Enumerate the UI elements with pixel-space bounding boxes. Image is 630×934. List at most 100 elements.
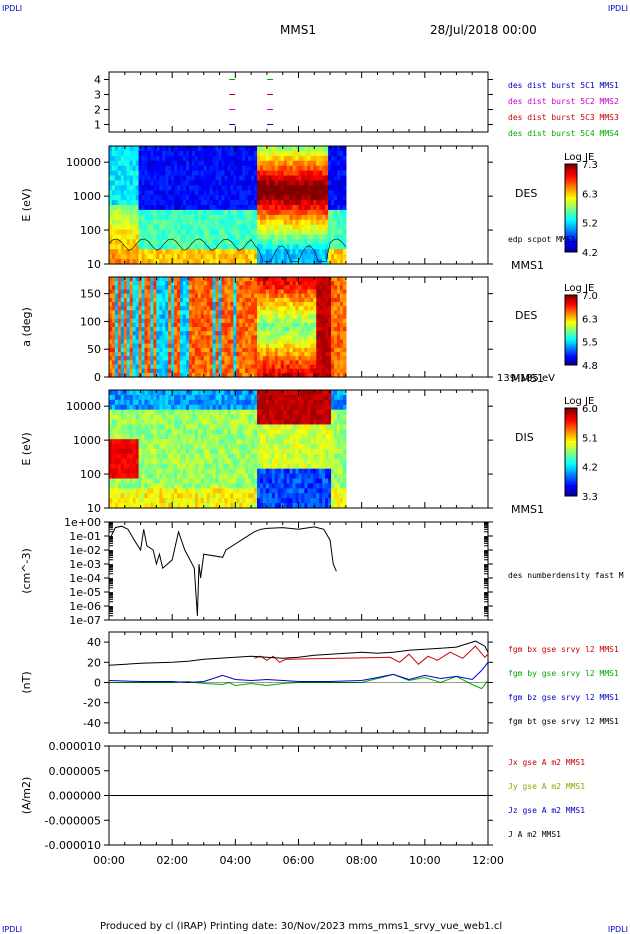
des-pitch-angle-cell [150, 306, 155, 311]
des-pitch-angle-cell [331, 306, 335, 311]
des-energy-spectrogram-cell [260, 244, 264, 250]
des-pitch-angle-cell [221, 352, 226, 357]
des-energy-spectrogram-cell [280, 165, 285, 172]
des-energy-spectrogram-cell [325, 234, 329, 241]
des-pitch-angle-cell [185, 352, 190, 357]
des-pitch-angle-cell [191, 289, 196, 295]
des-energy-spectrogram-cell [262, 244, 267, 250]
des-pitch-angle-cell [191, 297, 196, 303]
des-energy-spectrogram-cell [209, 209, 214, 216]
des-pitch-angle-cell [271, 368, 276, 374]
des-energy-spectrogram-cell [310, 219, 314, 226]
dis-energy-spectrogram-cell [150, 503, 155, 509]
des-pitch-angle-cell [304, 297, 308, 303]
des-energy-spectrogram-cell [310, 205, 314, 211]
dis-energy-spectrogram-cell [188, 473, 193, 480]
des-energy-spectrogram-cell [174, 239, 178, 245]
des-energy-spectrogram-cell [183, 146, 187, 152]
des-pitch-angle-cell [194, 277, 199, 282]
des-energy-spectrogram-cell [180, 205, 184, 211]
des-pitch-angle-cell [224, 364, 229, 370]
dis-energy-spectrogram-cell [180, 458, 184, 465]
des-energy-spectrogram-cell [257, 150, 261, 157]
des-energy-spectrogram-cell [251, 254, 255, 260]
des-pitch-angle-cell [156, 310, 160, 316]
dis-energy-spectrogram-cell [209, 390, 214, 396]
des-pitch-angle-cell [132, 302, 137, 307]
des-energy-spectrogram-cell [162, 249, 166, 255]
des-energy-spectrogram-cell [221, 244, 226, 250]
des-energy-spectrogram-cell [257, 224, 261, 231]
des-pitch-angle-cell [339, 327, 344, 332]
des-pitch-angle-cell [117, 302, 122, 307]
des-energy-spectrogram-cell [316, 165, 320, 172]
des-energy-spectrogram-cell [233, 209, 237, 216]
des-energy-spectrogram-cell [328, 239, 332, 245]
des-pitch-angle-cell [236, 306, 240, 311]
dis-energy-spectrogram-cell [135, 414, 140, 421]
des-energy-spectrogram-cell [218, 170, 223, 177]
des-pitch-angle-cell [239, 318, 243, 324]
dis-energy-spectrogram-cell [177, 453, 181, 460]
des-energy-spectrogram-cell [212, 150, 217, 157]
des-energy-spectrogram-cell [233, 200, 237, 206]
des-pitch-angle-cell [206, 314, 211, 320]
des-energy-spectrogram-cell [197, 209, 202, 216]
des-pitch-angle-cell [304, 322, 308, 328]
des-energy-spectrogram-cell [123, 195, 128, 201]
des-pitch-angle-cell [126, 285, 131, 291]
dis-energy-spectrogram-cell [168, 458, 172, 465]
des-energy-spectrogram-cell [221, 205, 226, 211]
des-energy-spectrogram-cell [257, 234, 261, 241]
des-pitch-angle-cell [117, 343, 122, 349]
des-energy-spectrogram-cell [295, 205, 300, 211]
des-pitch-angle-cell [260, 352, 264, 357]
des-pitch-angle-cell [301, 289, 306, 295]
des-pitch-angle-cell [129, 343, 134, 349]
des-pitch-angle-cell [254, 360, 258, 366]
des-energy-spectrogram-cell [111, 239, 116, 245]
des-energy-spectrogram-cell [245, 146, 249, 152]
des-pitch-angle-cell [194, 339, 199, 345]
des-energy-spectrogram-cell [230, 165, 234, 172]
des-pitch-angle-cell [316, 343, 320, 349]
des-pitch-angle-cell [301, 327, 306, 332]
des-pitch-angle-cell [120, 306, 125, 311]
des-energy-spectrogram-colorbar-cell [565, 199, 577, 202]
des-energy-spectrogram-cell [180, 234, 184, 241]
des-pitch-angle-cell [227, 289, 231, 295]
des-pitch-angle-cell [242, 310, 246, 316]
des-energy-spectrogram-cell [313, 259, 317, 265]
des-pitch-angle-cell [194, 281, 199, 286]
dis-energy-spectrogram-cell [209, 394, 214, 401]
des-pitch-angle-colorbar-cell [565, 363, 577, 366]
dis-energy-spectrogram-cell [162, 458, 166, 465]
des-energy-spectrogram-cell [129, 254, 134, 260]
des-energy-spectrogram-cell [206, 190, 211, 196]
dis-energy-spectrogram-cell [147, 399, 152, 406]
des-energy-spectrogram-cell [334, 234, 338, 241]
dis-energy-spectrogram-cell [212, 390, 217, 396]
des-energy-spectrogram-cell [295, 219, 300, 226]
dis-energy-spectrogram-cell [194, 458, 199, 465]
des-pitch-angle-cell [209, 347, 214, 353]
des-energy-spectrogram-cell [271, 150, 276, 157]
des-pitch-angle-cell [141, 331, 146, 336]
des-pitch-angle-cell [339, 322, 344, 328]
des-pitch-angle-cell [132, 360, 137, 366]
dis-energy-spectrogram-cell [200, 424, 205, 430]
des-energy-spectrogram-cell [310, 190, 314, 196]
des-pitch-angle-cell [254, 372, 258, 378]
des-energy-spectrogram-cell [132, 200, 137, 206]
des-energy-spectrogram-cell [200, 219, 205, 226]
dis-energy-spectrogram-cell [162, 468, 166, 475]
des-pitch-angle-cell [194, 360, 199, 366]
dis-energy-spectrogram-cell [188, 498, 193, 504]
dis-energy-spectrogram-cell [165, 478, 169, 485]
dis-energy-spectrogram-cell [206, 463, 211, 470]
des-pitch-angle-cell [168, 327, 172, 332]
des-energy-spectrogram-cell [271, 190, 276, 196]
des-pitch-angle-cell [251, 318, 255, 324]
des-pitch-angle-cell [313, 331, 317, 336]
des-pitch-angle-cell [322, 322, 326, 328]
